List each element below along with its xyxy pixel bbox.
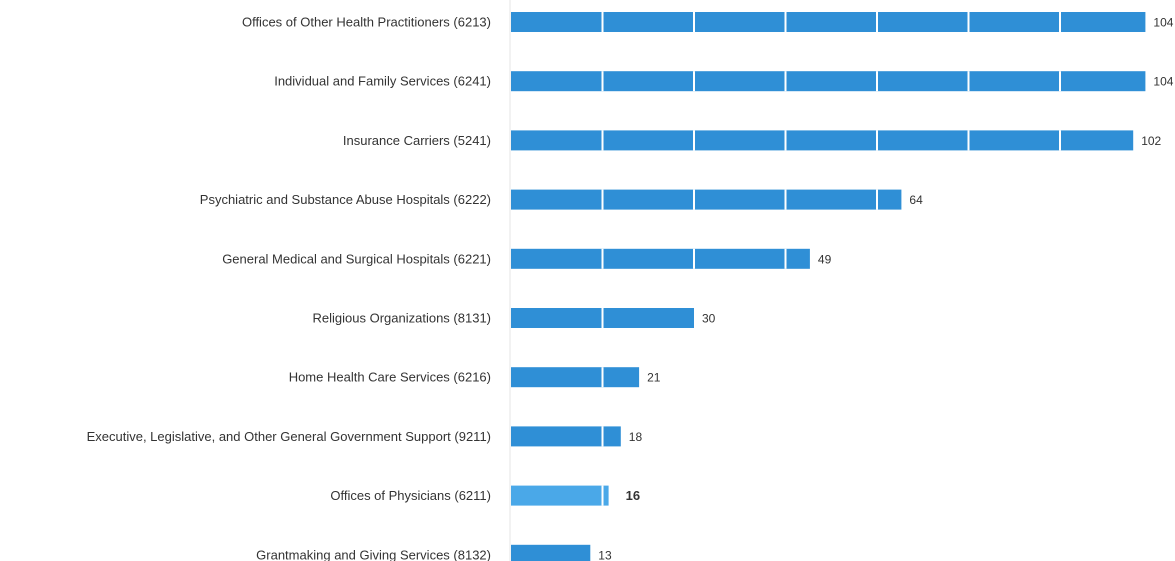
bar[interactable]: [511, 130, 1134, 151]
category-label: Offices of Other Health Practitioners (6…: [242, 15, 491, 30]
value-label: 21: [647, 371, 661, 385]
value-label: 18: [629, 430, 643, 444]
value-label: 49: [818, 252, 832, 266]
bar[interactable]: [511, 248, 810, 269]
category-label: Grantmaking and Giving Services (8132): [256, 547, 491, 561]
category-label: Offices of Physicians (6211): [330, 488, 491, 503]
bar[interactable]: [511, 367, 640, 388]
labels-layer: Offices of Other Health Practitioners (6…: [87, 15, 1174, 561]
category-label: Insurance Carriers (5241): [343, 133, 491, 148]
value-label: 102: [1141, 134, 1161, 148]
category-label: Executive, Legislative, and Other Genera…: [87, 429, 491, 444]
value-label: 16: [626, 488, 640, 503]
bar[interactable]: [511, 544, 591, 561]
bar[interactable]: [511, 189, 902, 210]
category-label: Psychiatric and Substance Abuse Hospital…: [200, 192, 491, 207]
bar[interactable]: [511, 485, 609, 506]
category-label: Home Health Care Services (6216): [289, 370, 491, 385]
value-label: 30: [702, 312, 716, 326]
bar[interactable]: [511, 12, 1146, 32]
bars-layer: [509, 0, 1146, 561]
bar[interactable]: [511, 71, 1146, 92]
value-label: 13: [598, 548, 612, 561]
bar[interactable]: [511, 426, 621, 447]
value-label: 104: [1153, 16, 1173, 30]
category-label: General Medical and Surgical Hospitals (…: [222, 251, 491, 266]
value-label: 64: [909, 193, 923, 207]
value-label: 104: [1153, 75, 1173, 89]
category-label: Individual and Family Services (6241): [274, 74, 491, 89]
category-label: Religious Organizations (8131): [313, 311, 491, 326]
